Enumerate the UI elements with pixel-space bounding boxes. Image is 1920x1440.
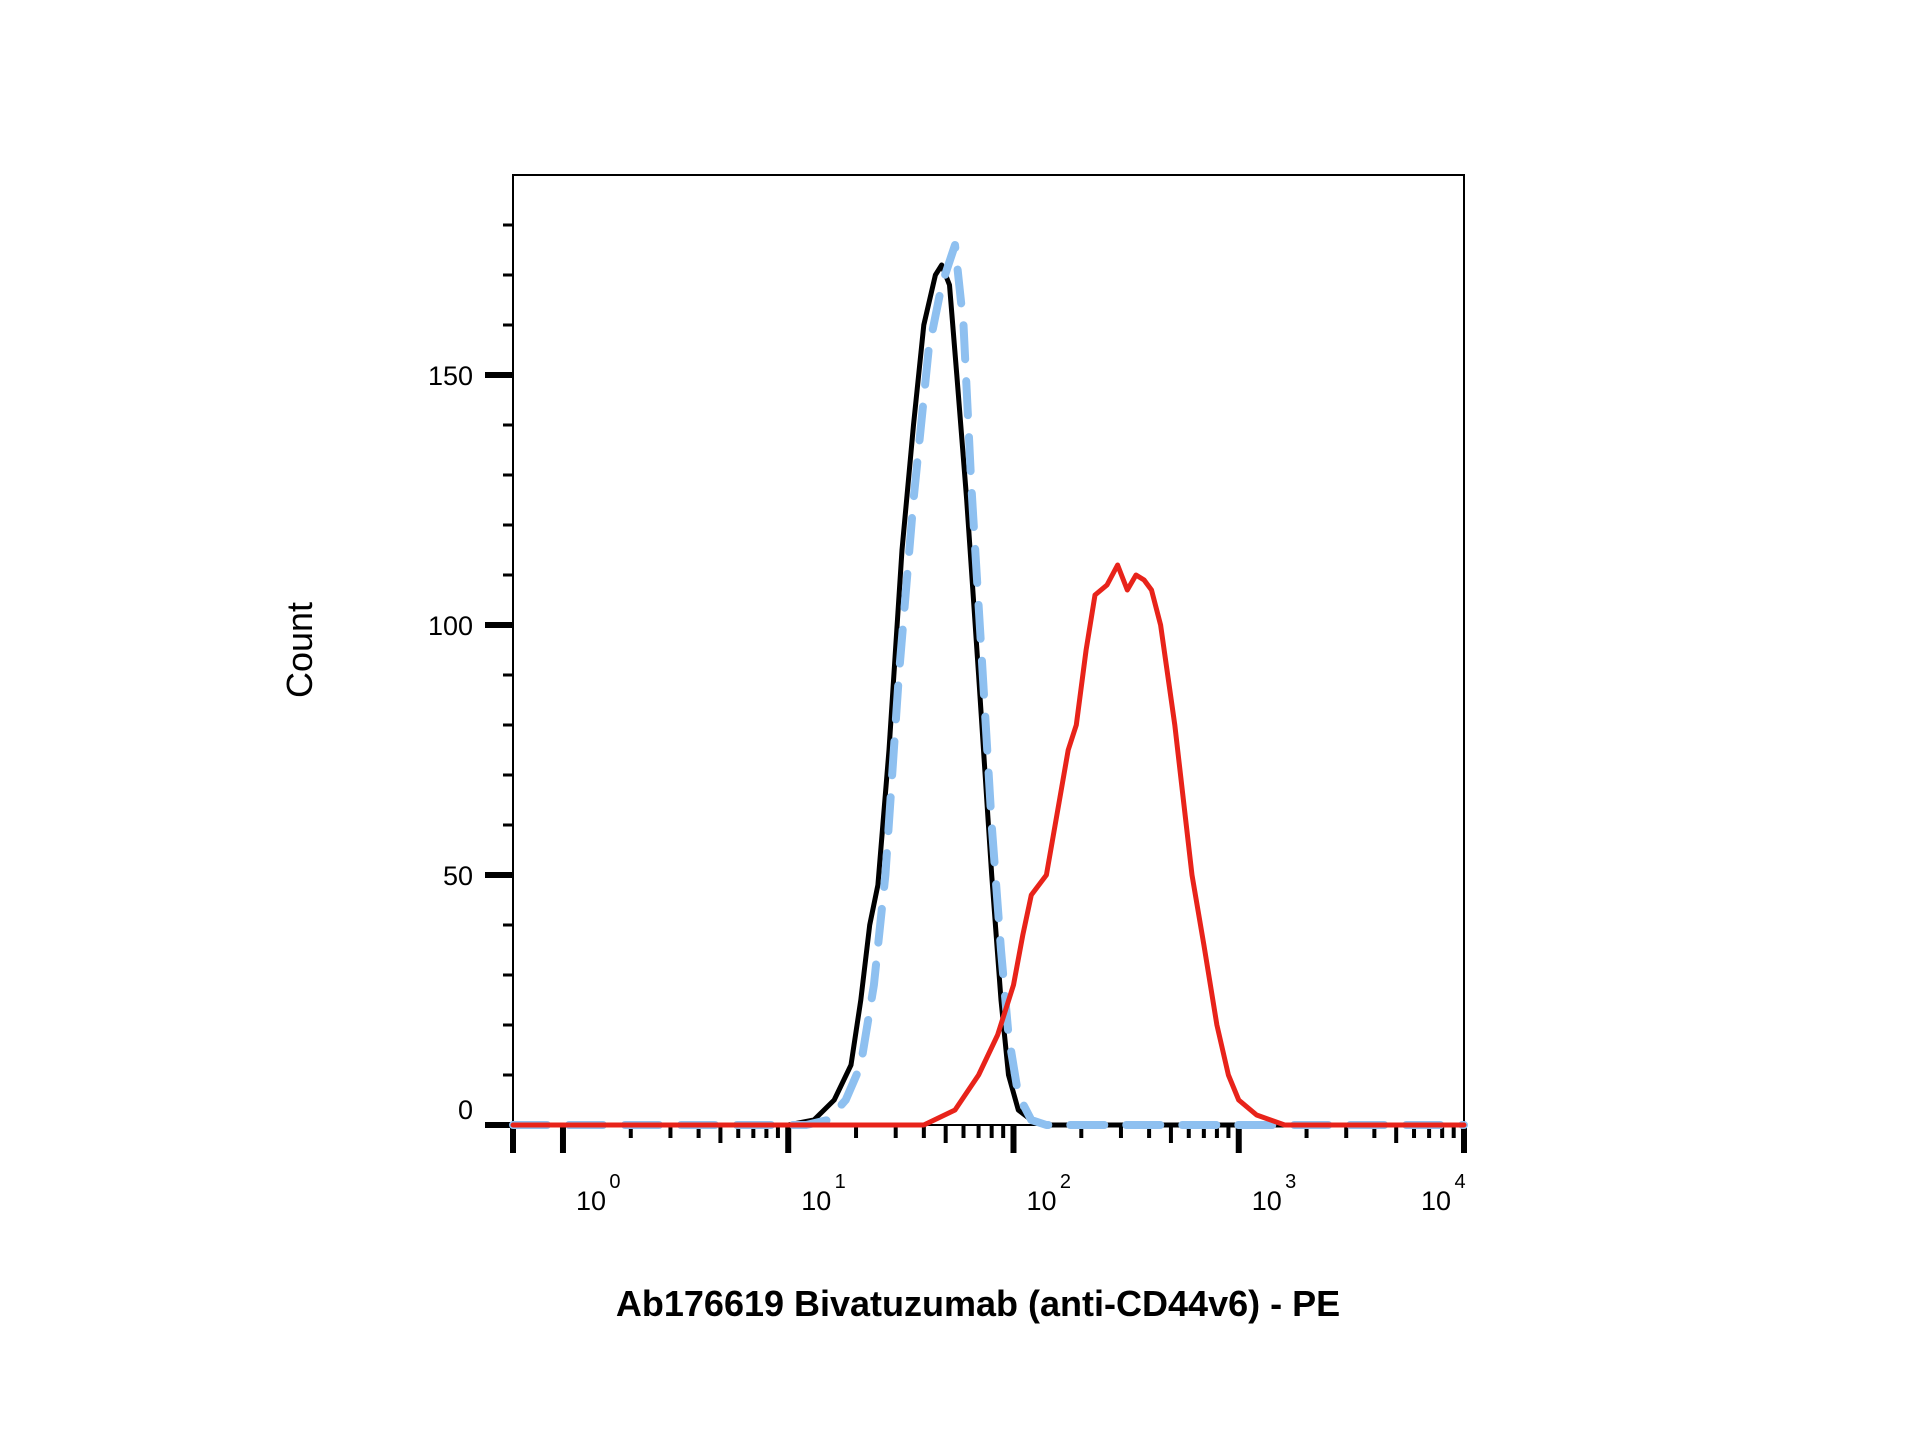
x-tick-label: 10 [576,1186,606,1216]
y-tick-label: 150 [428,361,473,391]
y-tick-label: 50 [443,861,473,891]
x-tick-exponent: 2 [1060,1171,1071,1193]
x-tick-label: 10 [1252,1186,1282,1216]
x-tick-exponent: 0 [609,1171,620,1193]
y-axis-ticks: 0 50 100 150 [428,223,513,1128]
x-tick-exponent: 3 [1285,1171,1296,1193]
x-tick-exponent: 1 [835,1171,846,1193]
histogram-series-line [510,262,1467,1128]
histogram-series-line [509,241,1468,1129]
series-layer [509,241,1468,1129]
x-tick-label: 10 [1421,1186,1451,1216]
x-tick-label: 10 [801,1186,831,1216]
x-tick-exponent: 4 [1454,1171,1465,1193]
x-axis-title: Ab176619 Bivatuzumab (anti-CD44v6) - PE [616,1283,1340,1324]
y-axis-title: Count [279,602,320,698]
y-tick-label: 0 [458,1095,473,1125]
x-tick-label: 10 [1026,1186,1056,1216]
y-tick-label: 100 [428,611,473,641]
plot-frame [512,174,1465,1126]
histogram-series-line [510,562,1467,1128]
